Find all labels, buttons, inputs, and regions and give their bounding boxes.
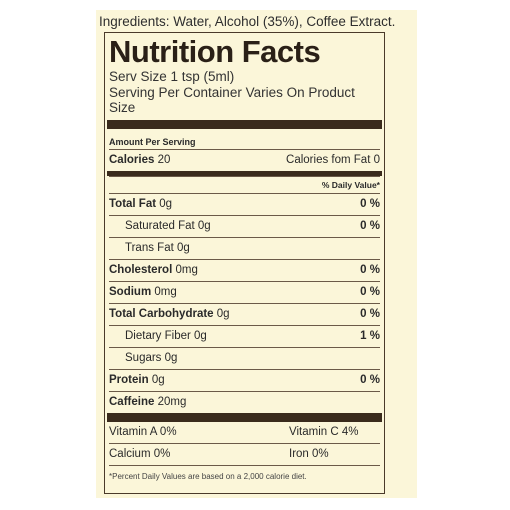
nutrient-daily-value: 0 % (360, 374, 380, 386)
nutrient-name: Cholesterol (109, 264, 173, 276)
nutrient-name: Total Carbohydrate (109, 308, 214, 320)
calcium: Calcium 0% (109, 448, 171, 460)
nutrient-list: Total Fat 0g 0 % Saturated Fat 0g 0 % Trans … (109, 192, 380, 413)
calories-from-fat-label: Calories fom Fat (286, 154, 371, 166)
nutrient-amount: 0mg (154, 286, 177, 298)
nutrient-name: Saturated Fat (125, 220, 195, 232)
nutrient-amount: 0g (151, 374, 165, 386)
nutrient-amount: 0mg (175, 264, 198, 276)
calories-label: Calories (109, 154, 155, 166)
nutrient-name: Trans Fat (125, 242, 174, 254)
mineral-row: Calcium 0% Iron 0% (109, 442, 380, 465)
nutrient-amount: 0g (176, 242, 190, 254)
nutrient-row: Sugars 0g (109, 346, 380, 369)
vitamin-c: Vitamin C 4% (289, 426, 359, 438)
serving-size: Serv Size 1 tsp (5ml) (109, 69, 235, 84)
iron: Iron 0% (289, 448, 329, 460)
nutrient-row: Protein 0g 0 % (109, 368, 380, 391)
nutrition-facts-title: Nutrition Facts (109, 34, 321, 69)
nutrient-label: Dietary Fiber 0g (109, 330, 207, 342)
ingredients-text: Ingredients: Water, Alcohol (35%), Coffe… (99, 14, 396, 29)
thick-divider (107, 119, 382, 129)
daily-value-header: % Daily Value* (109, 175, 380, 193)
nutrient-row: Cholesterol 0mg 0 % (109, 258, 380, 281)
nutrient-daily-value: 0 % (360, 308, 380, 320)
vitamin-a: Vitamin A 0% (109, 426, 177, 438)
nutrient-name: Caffeine (109, 396, 155, 408)
nutrient-amount: 20mg (157, 396, 187, 408)
nutrient-label: Trans Fat 0g (109, 242, 190, 254)
nutrient-label: Protein 0g (109, 374, 165, 386)
nutrient-row: Caffeine 20mg (109, 390, 380, 413)
nutrient-label: Sodium 0mg (109, 286, 177, 298)
nutrient-row: Dietary Fiber 0g 1 % (109, 324, 380, 347)
amount-per-serving-heading: Amount Per Serving (109, 136, 196, 147)
nutrient-daily-value: 0 % (360, 286, 380, 298)
nutrient-name: Sodium (109, 286, 152, 298)
nutrient-label: Sugars 0g (109, 352, 177, 364)
nutrient-label: Caffeine 20mg (109, 396, 186, 408)
calories-from-fat-value: 0 (373, 154, 380, 166)
nutrient-row: Sodium 0mg 0 % (109, 280, 380, 303)
nutrient-label: Cholesterol 0mg (109, 264, 198, 276)
nutrient-name: Total Fat (109, 198, 157, 210)
nutrient-daily-value: 0 % (360, 220, 380, 232)
nutrient-label: Total Fat 0g (109, 198, 172, 210)
nutrient-daily-value: 0 % (360, 264, 380, 276)
nutrient-name: Sugars (125, 352, 162, 364)
servings-per-container: Serving Per Container Varies On Product … (109, 84, 355, 116)
nutrient-amount: 0g (159, 198, 173, 210)
nutrient-row: Trans Fat 0g (109, 236, 380, 259)
nutrient-name: Protein (109, 374, 149, 386)
nutrient-label: Saturated Fat 0g (109, 220, 211, 232)
nutrient-row: Total Carbohydrate 0g 0 % (109, 302, 380, 325)
nutrition-facts-panel: Nutrition Facts Serv Size 1 tsp (5ml) Se… (104, 32, 385, 494)
nutrient-amount: 0g (194, 330, 207, 342)
nutrient-amount: 0g (197, 220, 211, 232)
vitamin-row: Vitamin A 0% Vitamin C 4% (109, 422, 380, 443)
calories-row: Calories 20 Calories fom Fat 0 (109, 148, 380, 171)
thick-divider-bottom (107, 412, 382, 422)
nutrient-label: Total Carbohydrate 0g (109, 308, 230, 320)
nutrient-amount: 0g (164, 352, 178, 364)
nutrient-row: Total Fat 0g 0 % (109, 192, 380, 215)
nutrient-row: Saturated Fat 0g 0 % (109, 214, 380, 237)
nutrient-amount: 0g (216, 308, 230, 320)
nutrient-daily-value: 0 % (360, 198, 380, 210)
nutrient-name: Dietary Fiber (125, 330, 191, 342)
nutrient-daily-value: 1 % (360, 330, 380, 342)
medium-divider (107, 170, 382, 176)
daily-value-footnote: *Percent Daily Values are based on a 2,0… (109, 464, 380, 482)
calories-value: 20 (157, 154, 171, 166)
